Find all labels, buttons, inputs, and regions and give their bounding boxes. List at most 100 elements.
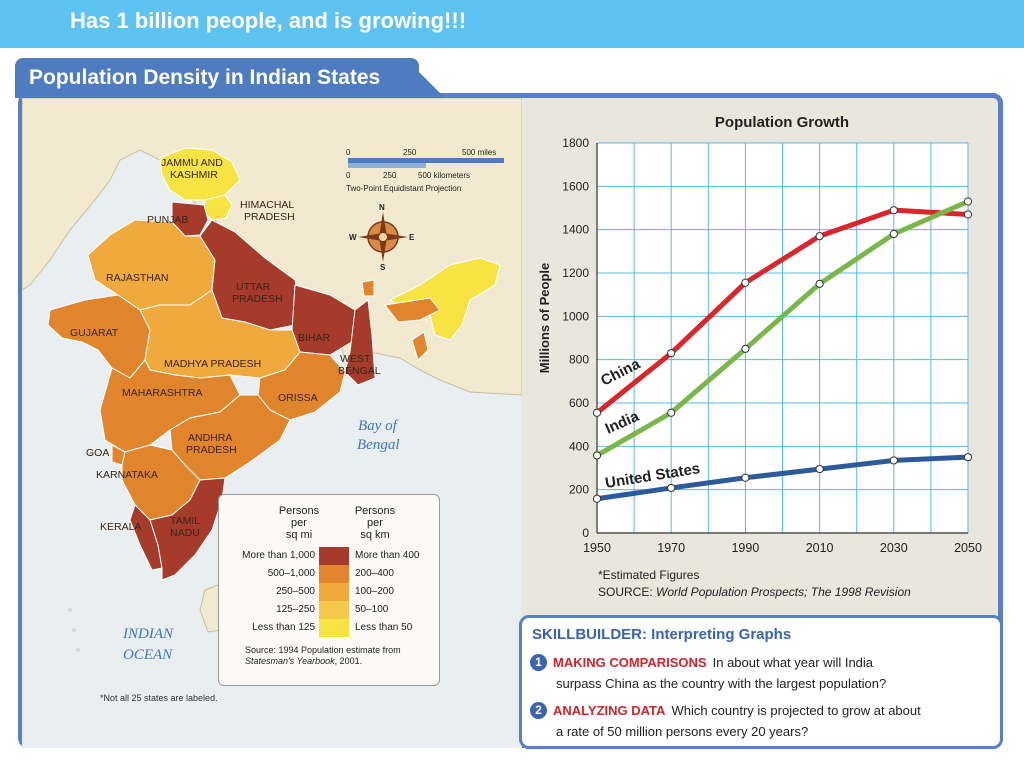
legend-swatch	[319, 601, 349, 620]
legend-km: Less than 50	[355, 622, 413, 633]
chart-source-title: World Population Prospects; The 1998 Rev…	[656, 585, 911, 599]
scale-bar-km	[348, 163, 426, 168]
map-footnote: *Not all 25 states are labeled.	[100, 693, 218, 703]
label-punjab: PUNJAB	[147, 214, 188, 226]
legend-mi: Less than 125	[252, 622, 315, 633]
compass-n: N	[379, 203, 385, 212]
y-tick-label: 800	[569, 353, 589, 367]
question-2-text: Which country is projected to grow at ab…	[671, 703, 921, 718]
y-tick-label: 1800	[562, 136, 589, 150]
y-tick-label: 1000	[562, 309, 589, 323]
population-growth-chart: Population Growth Millions of People 0 20…	[537, 114, 982, 555]
question-1: 1 MAKING COMPARISONS In about what year wi…	[530, 652, 1000, 694]
map-title-tab: Population Density in Indian States	[15, 58, 445, 98]
legend-swatch	[319, 547, 349, 566]
label-kashmir: KASHMIR	[170, 169, 218, 181]
scale-mi-0: 0	[346, 148, 351, 157]
label-maharashtra: MAHARASHTRA	[122, 387, 203, 399]
compass-e: E	[409, 233, 415, 242]
series-line-india	[595, 199, 970, 458]
question-1-text: In about what year will India	[712, 655, 874, 670]
legend-mi: 250–500	[276, 586, 315, 597]
label-jammu: JAMMU AND	[161, 157, 223, 169]
data-point	[667, 483, 676, 493]
slide-title: Has 1 billion people, and is growing!!!	[70, 8, 467, 33]
data-point	[592, 408, 602, 417]
label-madhya-pradesh: MADHYA PRADESH	[164, 358, 261, 370]
lakshadweep-island	[76, 648, 80, 652]
label-kerala: KERALA	[100, 521, 141, 533]
data-point	[815, 279, 824, 288]
label-karnataka: KARNATAKA	[96, 469, 158, 481]
label-orissa: ORISSA	[278, 392, 318, 404]
legend-km: 200–400	[355, 568, 394, 579]
label-goa: GOA	[86, 447, 109, 459]
series-line-united-states	[596, 454, 969, 502]
legend-swatch	[319, 619, 349, 638]
label-rajasthan: RAJASTHAN	[106, 272, 168, 284]
label-bihar: BIHAR	[298, 332, 331, 344]
scale-bar: 0 250 500 miles 0 250 500 kilometers Two…	[346, 148, 504, 193]
scale-km-250: 250	[383, 171, 397, 180]
data-point	[889, 206, 898, 215]
compass-rose-icon: N S E W	[349, 203, 415, 272]
label-indian: INDIAN	[122, 626, 174, 642]
data-point	[815, 232, 824, 241]
x-tick-label: 1990	[731, 541, 759, 555]
data-point	[889, 229, 898, 239]
question-1-heading: MAKING COMPARISONS	[553, 655, 707, 670]
legend-mi: 500–1,000	[267, 568, 315, 579]
label-pradesh-ap: PRADESH	[186, 444, 237, 456]
legend-row: Less than 125 Less than 50	[219, 619, 439, 638]
question-2-number-icon: 2	[530, 702, 547, 719]
state-west-bengal	[344, 299, 376, 386]
x-tick-label: 1970	[657, 541, 685, 555]
label-tamil: TAMIL	[170, 515, 200, 527]
legend-row: More than 1,000 More than 400	[219, 547, 439, 566]
chart-title: Population Growth	[715, 114, 849, 131]
legend-source: Source: 1994 Population estimate from Sta…	[245, 645, 435, 667]
data-point	[592, 494, 602, 503]
lakshadweep-island	[68, 608, 72, 612]
scale-mi-250: 250	[403, 148, 417, 157]
label-uttar: UTTAR	[236, 281, 271, 293]
legend-source-suffix: , 2001.	[334, 656, 363, 666]
label-pradesh-up: PRADESH	[232, 293, 283, 305]
density-legend: Persons per sq mi Persons per sq km More…	[218, 494, 440, 686]
data-point	[963, 197, 973, 206]
slide-header: Has 1 billion people, and is growing!!!	[0, 0, 1024, 48]
legend-swatch	[319, 565, 349, 584]
x-tick-label: 2050	[954, 541, 982, 555]
y-tick-label: 0	[582, 526, 589, 540]
label-bengal: BENGAL	[338, 365, 381, 377]
legend-row: 500–1,000 200–400	[219, 565, 439, 584]
state-assam	[384, 297, 441, 323]
projection-label: Two-Point Equidistant Projection	[346, 184, 461, 193]
label-andhra: ANDHRA	[188, 432, 232, 444]
scale-mi-500: 500 miles	[462, 148, 496, 157]
data-point	[667, 408, 676, 417]
skillbuilder-prefix: SKILLBUILDER:	[532, 626, 652, 643]
estimated-figures-note: *Estimated Figures	[598, 568, 700, 582]
compass-s: S	[380, 263, 386, 272]
legend-row: 250–500 100–200	[219, 583, 439, 602]
scale-km-500: 500 kilometers	[418, 171, 470, 180]
legend-header-mi: Persons per sq mi	[278, 505, 320, 541]
question-2-text-2: a rate of 50 million persons every 20 ye…	[556, 724, 809, 739]
series-line-china	[595, 207, 969, 415]
label-himachal: HIMACHAL	[240, 199, 294, 211]
question-1-text-2: surpass China as the country with the la…	[556, 676, 887, 691]
legend-row: 125–250 50–100	[219, 601, 439, 620]
scale-km-0: 0	[346, 171, 351, 180]
data-point	[741, 473, 750, 482]
state-sikkim	[361, 279, 375, 297]
lakshadweep-island	[72, 628, 76, 632]
label-bay-of: Bay of	[358, 418, 399, 434]
x-tick-label: 1950	[583, 541, 611, 555]
label-pradesh-hp: PRADESH	[244, 211, 295, 223]
legend-mi: More than 1,000	[242, 550, 315, 561]
legend-header-km: Persons per sq km	[354, 505, 396, 541]
y-tick-label: 200	[569, 483, 589, 497]
legend-km: 100–200	[355, 586, 394, 597]
label-nadu: NADU	[170, 527, 200, 539]
